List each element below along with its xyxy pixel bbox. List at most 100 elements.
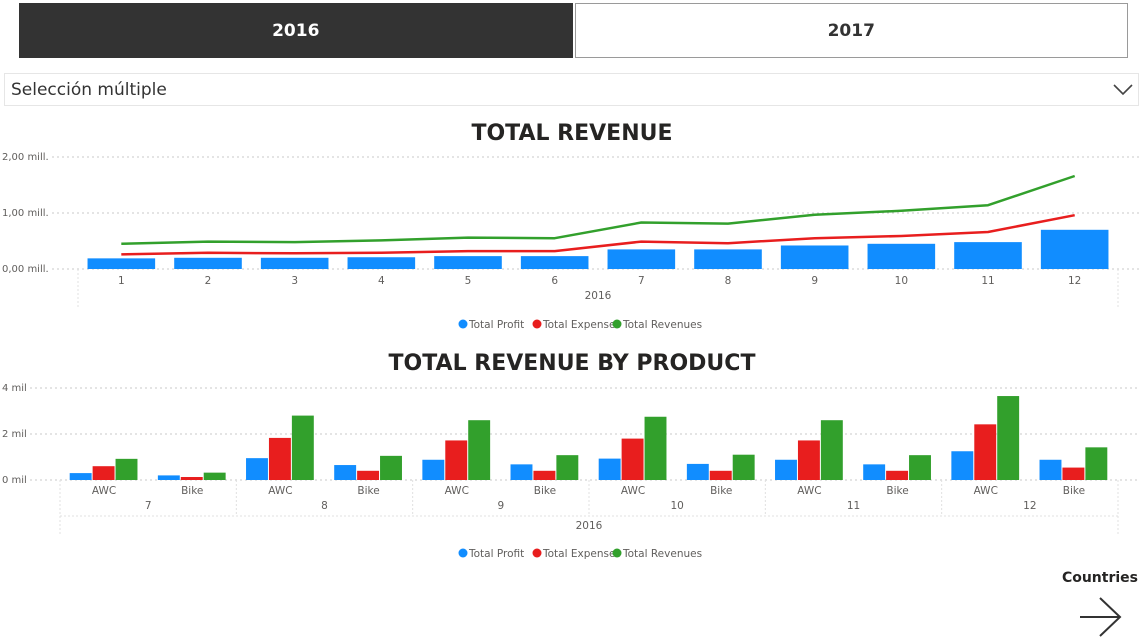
x-tick-label: AWC <box>621 485 645 497</box>
x-tick-label: AWC <box>92 485 116 497</box>
y-tick-label: 0,00 mill. <box>2 264 49 275</box>
bar-revenues <box>997 396 1020 480</box>
bar-expenses <box>445 440 468 480</box>
x-tick-label: Bike <box>534 485 556 497</box>
x-group-label: 2016 <box>576 520 603 532</box>
countries-nav[interactable]: Countries <box>1058 570 1138 640</box>
chart-title: TOTAL REVENUE <box>471 121 672 146</box>
x-tick-label: Bike <box>886 485 908 497</box>
y-tick-label: 2 mil <box>2 429 27 440</box>
x-tick-label: Bike <box>1063 485 1085 497</box>
legend-label-2: Total Revenues <box>622 319 702 331</box>
bar-expenses <box>797 440 820 480</box>
bar-expenses <box>621 438 644 480</box>
bar-expenses <box>974 424 997 480</box>
bar-profit <box>174 257 242 269</box>
bar-profit <box>422 459 445 480</box>
legend-marker-2 <box>612 548 622 558</box>
x-tick-label: 11 <box>981 275 994 287</box>
x-tick-label: AWC <box>974 485 998 497</box>
bar-profit <box>954 242 1022 269</box>
bar-profit <box>598 458 621 480</box>
year-slicer: 2016 2017 <box>19 3 1128 58</box>
bar-profit <box>1039 459 1062 480</box>
bar-profit <box>694 249 762 269</box>
bar-profit <box>686 463 709 480</box>
x-month-label: 7 <box>145 500 152 512</box>
legend-label-2: Total Revenues <box>622 548 702 560</box>
bar-profit <box>1040 229 1109 269</box>
y-tick-label: 2,00 mill. <box>2 152 49 163</box>
bar-expenses <box>180 477 203 480</box>
bar-expenses <box>357 470 380 480</box>
bar-revenues <box>203 472 226 480</box>
chart-title: TOTAL REVENUE BY PRODUCT <box>389 351 756 376</box>
x-tick-label: 2 <box>205 275 212 287</box>
legend-marker-1 <box>532 548 542 558</box>
bar-revenues <box>1085 447 1108 480</box>
legend-marker-2 <box>612 319 622 329</box>
x-tick-label: 4 <box>378 275 385 287</box>
x-month-label: 11 <box>847 500 860 512</box>
dropdown-value: Selección múltiple <box>11 79 167 100</box>
x-tick-label: AWC <box>797 485 821 497</box>
year-button-2017[interactable]: 2017 <box>574 3 1128 58</box>
bar-profit <box>246 458 268 480</box>
year-button-2016[interactable]: 2016 <box>19 3 573 58</box>
x-tick-label: AWC <box>268 485 292 497</box>
x-tick-label: 12 <box>1068 275 1081 287</box>
x-tick-label: 6 <box>551 275 558 287</box>
x-tick-label: Bike <box>181 485 203 497</box>
bar-revenues <box>820 420 843 480</box>
line-revenues <box>121 174 1076 246</box>
x-tick-label: 1 <box>118 275 125 287</box>
bar-expenses <box>886 470 909 480</box>
bar-revenues <box>468 420 491 480</box>
x-tick-label: 3 <box>291 275 298 287</box>
bar-profit <box>607 249 676 269</box>
bar-expenses <box>92 466 115 480</box>
bar-profit <box>780 245 849 269</box>
bar-revenues <box>732 454 755 480</box>
bar-expenses <box>1062 467 1085 480</box>
bar-revenues <box>115 458 138 480</box>
y-tick-label: 4 mil <box>2 383 27 394</box>
legend-label-1: Total Expenses <box>542 319 621 331</box>
legend-marker-1 <box>532 319 542 329</box>
legend-label-0: Total Profit <box>468 319 524 331</box>
bar-profit <box>520 256 589 269</box>
bar-profit <box>260 257 329 269</box>
legend-label-0: Total Profit <box>468 548 524 560</box>
multi-select-dropdown[interactable]: Selección múltiple <box>4 73 1139 106</box>
bar-profit <box>157 475 180 480</box>
x-tick-label: 5 <box>465 275 472 287</box>
arrow-right-icon[interactable] <box>1078 596 1124 638</box>
x-tick-label: Bike <box>710 485 732 497</box>
x-month-label: 12 <box>1023 500 1036 512</box>
legend-marker-0 <box>458 319 468 329</box>
x-month-label: 8 <box>321 500 328 512</box>
revenue-by-product-chart: TOTAL REVENUE BY PRODUCT 0 mil 2 mil 4 mil A… <box>2 351 1140 560</box>
bar-revenues <box>556 455 579 480</box>
bar-revenues <box>291 415 314 480</box>
x-tick-label: AWC <box>445 485 469 497</box>
bar-profit <box>951 451 974 480</box>
bar-revenues <box>380 455 402 480</box>
bar-profit <box>510 464 533 480</box>
total-revenue-chart: TOTAL REVENUE 0,00 mill. 1,00 mill. 2,00 mi… <box>2 121 1140 331</box>
bar-profit <box>87 258 156 269</box>
legend-marker-0 <box>458 548 468 558</box>
x-group-label: 2016 <box>585 290 612 302</box>
chevron-down-icon[interactable] <box>1112 80 1134 98</box>
x-tick-label: 10 <box>895 275 908 287</box>
bar-revenues <box>644 416 667 480</box>
bar-expenses <box>533 470 556 480</box>
x-month-label: 10 <box>670 500 683 512</box>
x-tick-label: Bike <box>357 485 379 497</box>
y-tick-label: 1,00 mill. <box>2 208 49 219</box>
y-tick-label: 0 mil <box>2 475 27 486</box>
legend-label-1: Total Expenses <box>542 548 621 560</box>
line-expenses <box>121 213 1075 256</box>
x-tick-label: 7 <box>638 275 645 287</box>
bar-profit <box>69 473 92 480</box>
